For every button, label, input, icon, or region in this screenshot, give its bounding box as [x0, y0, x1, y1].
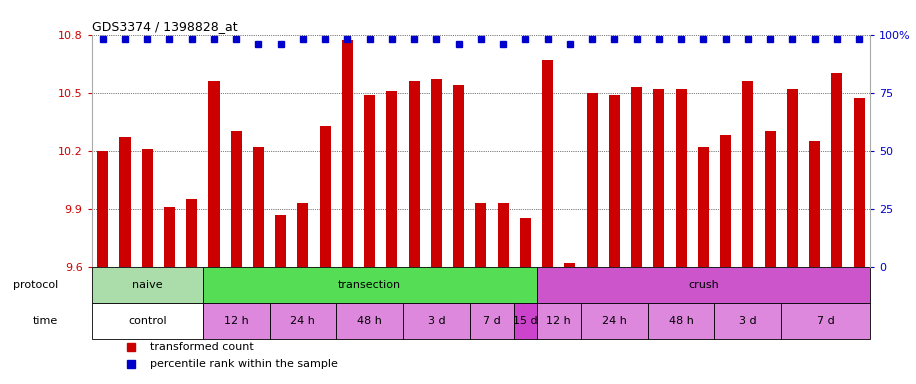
Bar	[364, 94, 376, 267]
Text: time: time	[33, 316, 59, 326]
Bar	[742, 81, 753, 267]
Bar	[92, 267, 202, 303]
Text: transformed count: transformed count	[150, 342, 254, 352]
Text: control: control	[128, 316, 167, 326]
Bar	[431, 79, 442, 267]
Bar	[453, 85, 464, 267]
Bar	[519, 218, 531, 267]
Bar	[409, 81, 420, 267]
Bar	[470, 303, 514, 339]
Text: 48 h: 48 h	[357, 316, 382, 326]
Bar	[97, 151, 108, 267]
Bar	[342, 40, 353, 267]
Text: 7 d: 7 d	[817, 316, 834, 326]
Bar	[208, 81, 220, 267]
Bar	[675, 89, 687, 267]
Text: 12 h: 12 h	[546, 316, 572, 326]
Bar	[781, 303, 870, 339]
Bar	[298, 203, 309, 267]
Bar	[275, 215, 286, 267]
Text: transection: transection	[338, 280, 401, 290]
Bar	[119, 137, 130, 267]
Bar	[497, 203, 508, 267]
Bar	[720, 135, 731, 267]
Text: 3 d: 3 d	[428, 316, 445, 326]
Bar	[537, 267, 870, 303]
Text: percentile rank within the sample: percentile rank within the sample	[150, 359, 338, 369]
Bar	[809, 141, 820, 267]
Text: naive: naive	[132, 280, 162, 290]
Text: 12 h: 12 h	[224, 316, 248, 326]
Bar	[92, 303, 202, 339]
Bar	[648, 303, 714, 339]
Bar	[514, 303, 537, 339]
Bar	[186, 199, 197, 267]
Bar	[202, 303, 269, 339]
Bar	[537, 303, 581, 339]
Bar	[387, 91, 398, 267]
Text: protocol: protocol	[13, 280, 59, 290]
Bar	[765, 131, 776, 267]
Bar	[581, 303, 648, 339]
Bar	[475, 203, 486, 267]
Bar	[142, 149, 153, 267]
Bar	[320, 126, 331, 267]
Bar	[653, 89, 664, 267]
Text: 24 h: 24 h	[290, 316, 315, 326]
Bar	[164, 207, 175, 267]
Bar	[609, 94, 620, 267]
Bar	[586, 93, 597, 267]
Text: 3 d: 3 d	[739, 316, 757, 326]
Text: 24 h: 24 h	[602, 316, 627, 326]
Text: crush: crush	[688, 280, 719, 290]
Bar	[631, 87, 642, 267]
Bar	[269, 303, 336, 339]
Bar	[787, 89, 798, 267]
Text: 7 d: 7 d	[483, 316, 501, 326]
Bar	[231, 131, 242, 267]
Bar	[336, 303, 403, 339]
Text: GDS3374 / 1398828_at: GDS3374 / 1398828_at	[92, 20, 237, 33]
Bar	[202, 267, 537, 303]
Bar	[564, 263, 575, 267]
Bar	[831, 73, 843, 267]
Text: 48 h: 48 h	[669, 316, 693, 326]
Bar	[403, 303, 470, 339]
Bar	[253, 147, 264, 267]
Bar	[854, 98, 865, 267]
Bar	[698, 147, 709, 267]
Bar	[542, 60, 553, 267]
Bar	[714, 303, 781, 339]
Text: 15 d: 15 d	[513, 316, 538, 326]
